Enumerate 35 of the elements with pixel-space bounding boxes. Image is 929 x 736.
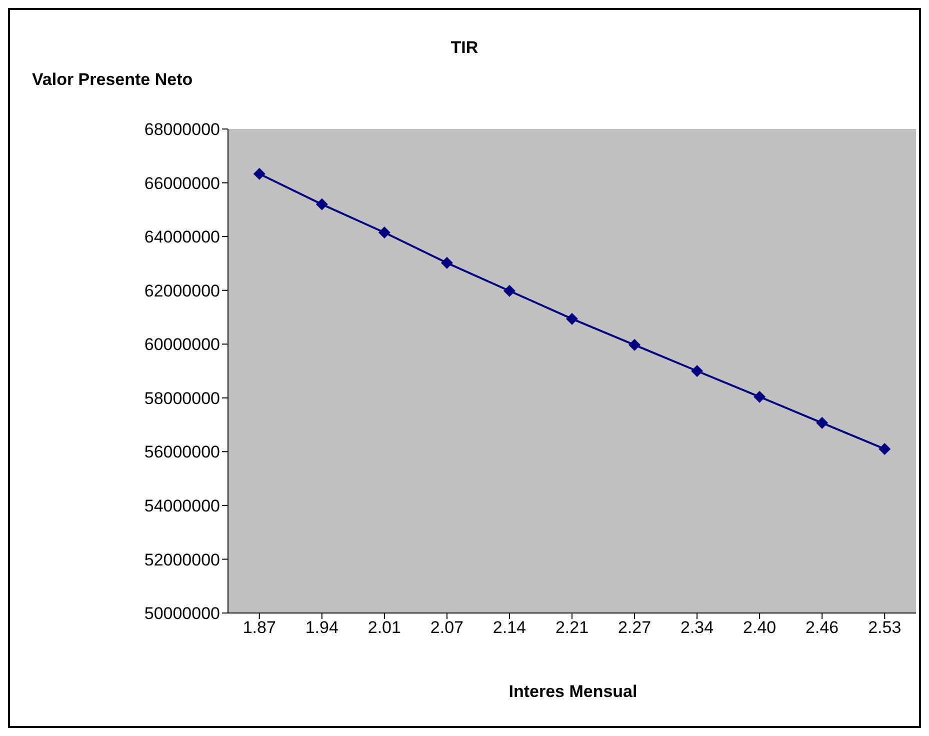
x-tick-label: 1.94: [305, 618, 338, 638]
x-tick-label: 2.46: [806, 618, 839, 638]
x-tick-label: 1.87: [242, 618, 276, 638]
point: [316, 198, 328, 210]
y-tick-label: 62000000: [144, 281, 220, 300]
x-tick-label: 2.53: [868, 618, 902, 638]
x-tick-label: 2.14: [492, 618, 526, 638]
y-tick-label: 54000000: [144, 496, 220, 516]
point: [816, 416, 828, 429]
y-axis-title: Valor Presente Neto: [32, 70, 193, 90]
point: [878, 442, 891, 455]
y-tick-label: 68000000: [144, 120, 220, 140]
x-tick-label: 2.40: [743, 618, 776, 638]
point: [253, 168, 266, 180]
point: [503, 284, 516, 297]
y-tick-label: 58000000: [144, 388, 220, 408]
x-tick-label: 2.27: [618, 618, 652, 638]
y-tick-label: 52000000: [144, 550, 220, 570]
point: [566, 312, 578, 325]
point: [628, 338, 641, 351]
point: [378, 226, 390, 239]
x-tick-label: 2.34: [680, 618, 714, 638]
point: [440, 256, 453, 269]
point: [691, 365, 704, 377]
y-tick-label: 60000000: [144, 335, 220, 354]
x-tick-label: 2.07: [430, 618, 464, 638]
y-tick-label: 56000000: [144, 442, 220, 462]
y-tick-label: 50000000: [144, 604, 220, 624]
x-tick-label: 2.01: [368, 618, 401, 638]
y-tick-label: 64000000: [144, 228, 220, 247]
x-axis-title: Interes Mensual: [508, 682, 638, 702]
point: [754, 390, 766, 403]
y-tick-label: 66000000: [144, 174, 220, 193]
x-tick-label: 2.21: [555, 618, 589, 638]
chart-title: TIR: [450, 38, 480, 58]
